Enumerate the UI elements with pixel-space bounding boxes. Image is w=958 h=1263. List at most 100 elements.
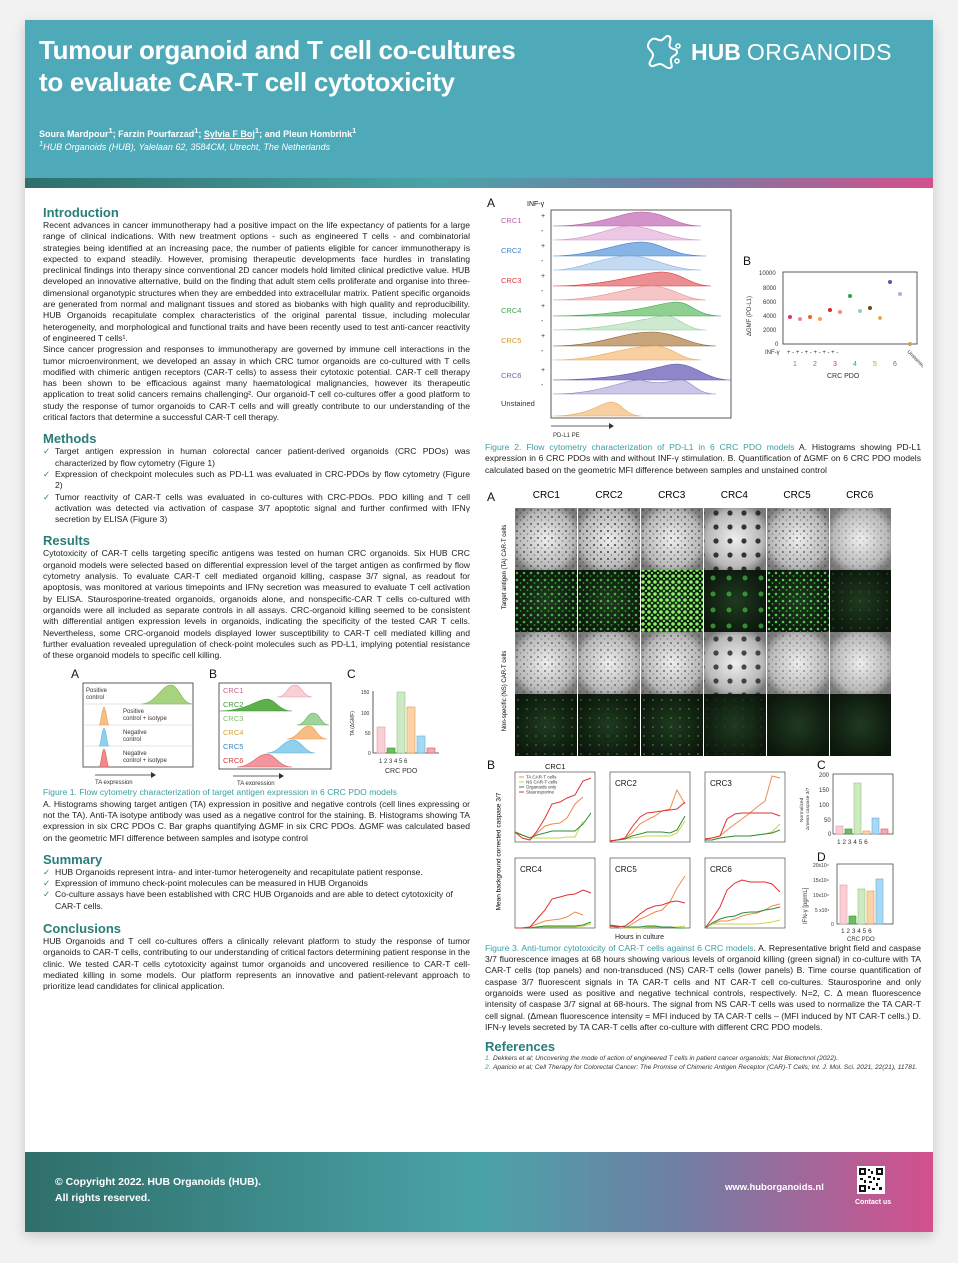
website-link[interactable]: www.huborganoids.nl: [725, 1182, 824, 1193]
svg-text:150: 150: [819, 788, 830, 794]
figure-3-caption-title: Figure 3. Anti-tumor cytotoxicity of CAR…: [485, 942, 754, 953]
svg-text:PD-L1 PE: PD-L1 PE: [553, 433, 580, 439]
svg-text:CRC2: CRC2: [501, 246, 521, 255]
svg-text:+: +: [541, 273, 545, 280]
svg-text:0: 0: [831, 922, 834, 928]
summary-list: ✓ HUB Organoids represent intra- and inte…: [43, 867, 470, 912]
col-crc5: CRC5: [783, 489, 811, 501]
svg-text:CRC5: CRC5: [501, 336, 521, 345]
svg-text:20x10⁴: 20x10⁴: [813, 863, 829, 869]
figure-2: A INF-γ: [485, 192, 923, 442]
fig2a-histograms: INF-γ: [501, 201, 732, 439]
summary-item: ✓ HUB Organoids represent intra- and inte…: [43, 867, 462, 878]
svg-text:CRC5: CRC5: [615, 865, 637, 874]
row-label-text: Non-specific (NS) CAR-T cells: [502, 650, 508, 732]
svg-text:4000: 4000: [763, 314, 777, 320]
fig3c-bar-chart: Normalized Δmean caspase 3/7 200 150 100 50…: [799, 773, 894, 846]
qr-code-icon[interactable]: [857, 1166, 885, 1194]
fig3-panel-b-letter: B: [487, 757, 496, 772]
contact-us-link[interactable]: Contact us: [855, 1199, 892, 1206]
conclusions-heading: Conclusions: [43, 921, 122, 937]
svg-text:-: -: [541, 228, 544, 235]
fig3-panel-c-letter: C: [817, 757, 826, 772]
svg-text:CRC4: CRC4: [520, 865, 542, 874]
check-icon: ✓: [43, 446, 51, 457]
svg-text:1 2 3 4 5 6: 1 2 3 4 5 6: [379, 759, 408, 765]
svg-text:CRC6: CRC6: [710, 865, 732, 874]
results-heading: Results: [43, 533, 90, 549]
fig3a-row-label-ns: Non-specific (NS) CAR-T cells: [499, 632, 511, 756]
methods-item-text: Tumor reactivity of CAR-T cells was eval…: [55, 491, 470, 525]
methods-item-text: Target antigen expression in human color…: [55, 446, 470, 468]
svg-text:CRC6: CRC6: [223, 756, 243, 765]
authors: Soura Mardpour1; Farzin Pourfarzad1; Syl…: [39, 126, 356, 139]
svg-text:INF-γ: INF-γ: [527, 201, 545, 208]
references-list: 1. Dekkers et al; Uncovering the mode of …: [485, 1054, 921, 1072]
svg-text:Unstained: Unstained: [501, 399, 535, 408]
svg-text:Staurosporine: Staurosporine: [526, 789, 555, 794]
svg-text:Positive: Positive: [86, 688, 108, 694]
svg-text:NS CAR-T cells: NS CAR-T cells: [526, 779, 558, 784]
svg-text:50: 50: [365, 731, 371, 737]
svg-text:100: 100: [361, 711, 370, 717]
fig3a-microscopy-grid: [515, 507, 891, 756]
methods-heading: Methods: [43, 431, 97, 447]
logo-light: ORGANOIDS: [746, 38, 892, 65]
reference-text: Dekkers et al; Uncovering the mode of ac…: [493, 1055, 838, 1063]
svg-text:+: +: [541, 333, 545, 340]
summary-item-text: HUB Organoids represent intra- and inter…: [55, 866, 423, 877]
figure-1: A Positive control Positive control + isot…: [43, 667, 470, 787]
svg-text:CRC PDO: CRC PDO: [847, 937, 875, 942]
figure-3-caption-body: . A. Representative bright field and cas…: [485, 942, 921, 1032]
fig1b-histograms: CRC1 CRC2 CRC3 CRC4 CRC5 CRC6 TA express…: [218, 682, 332, 785]
svg-text:control: control: [86, 695, 104, 701]
svg-text:8000: 8000: [763, 286, 777, 292]
fig3-panel-d-letter: D: [817, 849, 826, 864]
summary-item: ✓ Expression of immuno check-point molecu…: [43, 878, 462, 889]
svg-text:1: 1: [793, 361, 797, 368]
fig1-panel-c-letter: C: [347, 667, 356, 682]
svg-text:+: +: [541, 213, 545, 220]
footer-banner: © Copyright 2022. HUB Organoids (HUB). A…: [25, 1152, 933, 1232]
separator: ;: [198, 129, 204, 139]
author-3-link[interactable]: Sylvia F Boj: [203, 129, 255, 139]
fig3b-xlabel: Hours in culture: [615, 933, 665, 941]
svg-text:Organoids only: Organoids only: [526, 784, 557, 789]
summary-heading: Summary: [43, 851, 103, 867]
svg-text:CRC3: CRC3: [223, 714, 243, 723]
methods-item-text: Expression of checkpoint molecules such …: [55, 468, 470, 491]
svg-text:CRC4: CRC4: [501, 306, 521, 315]
svg-text:TA expression: TA expression: [237, 781, 275, 785]
title-line-2: to evaluate CAR-T cell cytotoxicity: [39, 67, 455, 97]
check-icon: ✓: [43, 889, 51, 900]
svg-text:0: 0: [775, 342, 779, 348]
sup: 1: [194, 126, 199, 135]
summary-item-text: Expression of immuno check-point molecul…: [55, 878, 368, 889]
svg-text:1 2 3 4 5 6: 1 2 3 4 5 6: [841, 928, 872, 935]
svg-text:TA (ΔGMF): TA (ΔGMF): [350, 711, 356, 736]
methods-item: ✓ Expression of checkpoint molecules such…: [43, 469, 470, 492]
fig3a-column-headers: CRC1 CRC2 CRC3 CRC4 CRC5 CRC6: [515, 490, 891, 501]
reference-item: 1. Dekkers et al; Uncovering the mode of …: [485, 1054, 921, 1063]
svg-text:CRC3: CRC3: [710, 779, 732, 788]
svg-text:200: 200: [819, 773, 830, 779]
svg-text:ΔGMF (PD-L1): ΔGMF (PD-L1): [747, 296, 753, 336]
figure-2-caption-body: A. Histograms showing PD-L1 expression i…: [485, 442, 922, 475]
introduction-paragraph-1: Recent advances in cancer immunotherapy …: [43, 220, 470, 343]
svg-text:2: 2: [813, 361, 817, 368]
sup: 1: [39, 139, 44, 148]
svg-text:Unstained: Unstained: [906, 349, 923, 369]
bf-ns-row: [515, 631, 891, 694]
reference-number: 2.: [485, 1064, 491, 1072]
svg-text:CRC3: CRC3: [501, 276, 521, 285]
fig1c-bar-chart: TA (ΔGMF) 150 100 50 0 1 2 3 4 5 6 CRC P…: [350, 690, 439, 775]
copyright-line-1: © Copyright 2022. HUB Organoids (HUB).: [55, 1176, 262, 1188]
svg-text:Positive: Positive: [123, 709, 145, 715]
affiliation-text: HUB Organoids (HUB), Yalelaan 62, 3584CM…: [43, 142, 330, 152]
col-crc6: CRC6: [846, 489, 874, 501]
figure-3: A CRC1 CRC2 CRC3 CRC4 CRC5 CRC6 Target a…: [485, 488, 921, 943]
svg-text:CRC2: CRC2: [223, 700, 243, 709]
svg-text:CRC1: CRC1: [545, 762, 565, 771]
check-icon: ✓: [43, 866, 51, 877]
fig3a-row-label-ta: Target antigen (TA) CAR-T cells: [499, 508, 511, 632]
